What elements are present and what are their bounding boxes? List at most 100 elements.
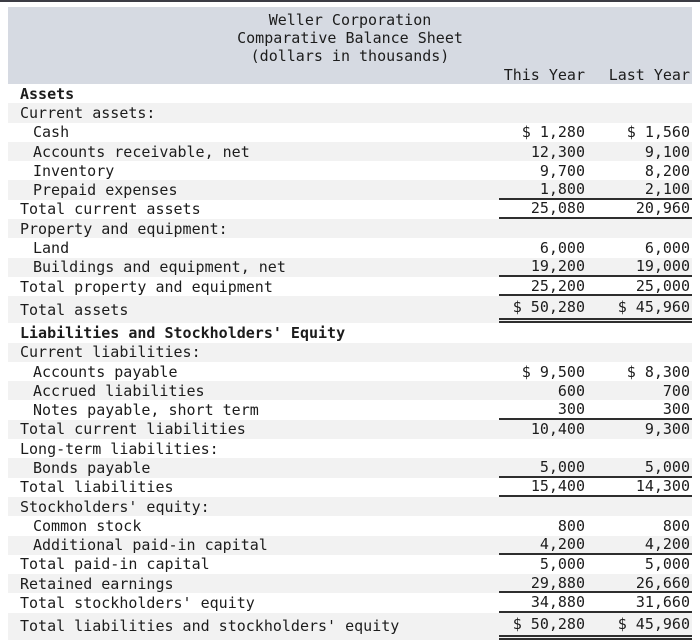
table-row: Buildings and equipment, net 19,200 19,0…	[8, 257, 692, 277]
table-row: Total property and equipment 25,200 25,0…	[8, 276, 692, 297]
value-this-year: 12,300	[530, 142, 585, 161]
table-row: Total current liabilities 10,400 9,300	[8, 419, 692, 440]
row-label: Assets	[20, 84, 75, 103]
row-values: 800 800	[499, 516, 692, 535]
table-row: Total assets $ 50,280 $ 45,960	[8, 296, 692, 324]
table-row: Land 6,000 6,000	[8, 238, 692, 257]
row-label: Inventory	[33, 161, 115, 180]
row-label: Retained earnings	[20, 574, 174, 593]
table-row: Long-term liabilities:	[8, 439, 692, 458]
value-last-year: 300	[662, 400, 690, 419]
row-label: Long-term liabilities:	[20, 439, 219, 458]
row-label: Current assets:	[20, 103, 156, 122]
row-label: Stockholders' equity:	[20, 497, 210, 516]
table-row: Total liabilities and stockholders' equi…	[8, 612, 692, 640]
value-this-year: 600	[557, 381, 585, 400]
table-row: Accrued liabilities 600 700	[8, 381, 692, 401]
row-values	[499, 323, 692, 342]
row-values: 300 300	[499, 400, 692, 420]
table-row: Total paid-in capital 5,000 5,000	[8, 555, 692, 574]
value-this-year: 19,200	[530, 257, 585, 276]
value-this-year: $ 1,280	[521, 123, 585, 142]
row-values: 5,000 5,000	[499, 555, 692, 574]
row-label: Total liabilities	[20, 478, 174, 497]
row-values: 600 700	[499, 381, 692, 400]
table-row: Common stock 800 800	[8, 516, 692, 535]
row-label: Total property and equipment	[20, 277, 273, 296]
top-border-line	[0, 0, 700, 2]
value-this-year: 5,000	[539, 555, 585, 574]
table-row: Retained earnings 29,880 26,660	[8, 573, 692, 594]
value-last-year: 31,660	[635, 593, 690, 612]
value-last-year: 14,300	[635, 477, 690, 496]
row-values: $ 1,280 $ 1,560	[499, 123, 692, 142]
table-row: Accounts receivable, net 12,300 9,100	[8, 141, 692, 162]
row-label: Liabilities and Stockholders' Equity	[20, 323, 346, 342]
row-values: 29,880 26,660	[499, 573, 692, 594]
row-label: Cash	[33, 123, 70, 142]
table-row: Bonds payable 5,000 5,000	[8, 458, 692, 478]
value-last-year: 26,660	[635, 573, 690, 592]
value-this-year: 800	[557, 516, 585, 535]
row-values: $ 50,280 $ 45,960	[499, 613, 692, 640]
row-values	[499, 219, 692, 238]
table-row: Liabilities and Stockholders' Equity	[8, 323, 692, 342]
value-last-year: 800	[662, 516, 690, 535]
column-headers: This Year Last Year	[499, 65, 692, 84]
row-values: 6,000 6,000	[499, 238, 692, 257]
value-last-year: $ 8,300	[626, 362, 690, 381]
row-label: Land	[33, 239, 70, 258]
value-last-year: 5,000	[644, 458, 690, 476]
value-this-year: 29,880	[530, 573, 585, 592]
row-label: Total liabilities and stockholders' equi…	[20, 617, 400, 636]
value-this-year: 1,800	[539, 180, 585, 199]
row-values: 5,000 5,000	[499, 458, 692, 478]
value-this-year: 15,400	[530, 477, 585, 496]
table-row: Cash $ 1,280 $ 1,560	[8, 123, 692, 142]
row-label: Total current assets	[20, 200, 201, 219]
value-last-year: 25,000	[635, 276, 690, 295]
row-values: 34,880 31,660	[499, 593, 692, 613]
value-this-year: 6,000	[539, 239, 585, 258]
row-values: 25,080 20,960	[499, 199, 692, 220]
row-values: $ 9,500 $ 8,300	[499, 362, 692, 381]
table-row: Property and equipment:	[8, 219, 692, 239]
row-label: Common stock	[33, 516, 142, 535]
table-row: Prepaid expenses 1,800 2,100	[8, 180, 692, 200]
row-values	[499, 439, 692, 458]
row-label: Total paid-in capital	[20, 555, 210, 574]
value-last-year: $ 1,560	[626, 123, 690, 142]
balance-sheet-rows: Assets Current assets: Cash $ 1,280 $ 1,…	[8, 84, 692, 640]
column-header-this-year: This Year	[503, 65, 585, 84]
table-row: Total stockholders' equity 34,880 31,660	[8, 593, 692, 613]
value-this-year: 10,400	[530, 420, 585, 439]
table-row: Current liabilities:	[8, 342, 692, 362]
units-note: (dollars in thousands)	[250, 47, 450, 65]
table-row: Stockholders' equity:	[8, 496, 692, 517]
value-last-year: 9,300	[644, 420, 690, 439]
value-this-year: $ 9,500	[521, 362, 585, 381]
row-label: Bonds payable	[33, 458, 151, 477]
row-label: Property and equipment:	[20, 219, 228, 238]
row-label: Total stockholders' equity	[20, 594, 255, 613]
value-this-year: 34,880	[530, 593, 585, 612]
row-values: 10,400 9,300	[499, 420, 692, 439]
table-row: Inventory 9,700 8,200	[8, 161, 692, 180]
row-label: Prepaid expenses	[33, 181, 178, 200]
value-this-year: 25,200	[530, 276, 585, 295]
row-values: 12,300 9,100	[499, 142, 692, 161]
value-last-year: $ 45,960	[617, 614, 690, 633]
table-row: Accounts payable $ 9,500 $ 8,300	[8, 362, 692, 381]
row-values: 9,700 8,200	[499, 161, 692, 180]
row-label: Additional paid-in capital	[33, 536, 268, 555]
value-last-year: 19,000	[635, 257, 690, 276]
row-label: Notes payable, short term	[33, 401, 259, 420]
value-this-year: $ 50,280	[512, 298, 585, 317]
table-row: Current assets:	[8, 103, 692, 123]
balance-sheet: Weller Corporation Comparative Balance S…	[8, 7, 692, 640]
report-title: Comparative Balance Sheet	[237, 29, 463, 47]
table-row: Total liabilities 15,400 14,300	[8, 477, 692, 497]
row-values: 4,200 4,200	[499, 535, 692, 555]
column-header-row: This Year Last Year	[8, 65, 692, 84]
value-last-year: $ 45,960	[617, 298, 690, 317]
